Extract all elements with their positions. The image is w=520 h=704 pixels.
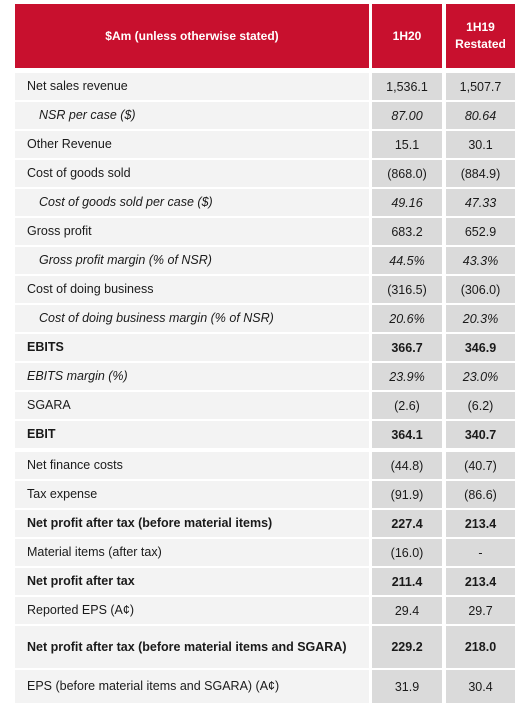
row-label: Net sales revenue [15,73,369,100]
value-cell: (884.9) [446,160,515,187]
value-cell: (868.0) [372,160,442,187]
value-cell: 80.64 [446,102,515,129]
row-label: Net profit after tax (before material it… [15,510,369,537]
value-cell: 366.7 [372,334,442,361]
value-cell: 213.4 [446,568,515,595]
value-cell: (316.5) [372,276,442,303]
value-cell: 1,507.7 [446,73,515,100]
value-cell: 49.16 [372,189,442,216]
value-cell: (40.7) [446,452,515,479]
value-cell: 23.0% [446,363,515,390]
row-label: EPS (before material items and SGARA) (A… [15,670,369,703]
row-label: EBITS margin (%) [15,363,369,390]
row-label: Cost of goods sold per case ($) [15,189,369,216]
section-divider [15,449,515,451]
header-cell: 1H19 Restated [446,4,515,68]
row-label: Net profit after tax [15,568,369,595]
value-cell: 15.1 [372,131,442,158]
row-label: Reported EPS (A¢) [15,597,369,624]
row-label: Tax expense [15,481,369,508]
value-cell: 44.5% [372,247,442,274]
value-cell: 20.3% [446,305,515,332]
value-cell: 652.9 [446,218,515,245]
value-cell: 23.9% [372,363,442,390]
value-cell: 229.2 [372,626,442,668]
row-label: Cost of doing business [15,276,369,303]
row-label: Gross profit [15,218,369,245]
row-label: Cost of goods sold [15,160,369,187]
value-cell: 218.0 [446,626,515,668]
row-label: EBIT [15,421,369,448]
value-cell: 340.7 [446,421,515,448]
value-cell: (44.8) [372,452,442,479]
value-cell: - [446,539,515,566]
value-cell: 30.4 [446,670,515,703]
value-cell: 213.4 [446,510,515,537]
value-cell: 43.3% [446,247,515,274]
value-cell: (6.2) [446,392,515,419]
value-cell: 47.33 [446,189,515,216]
value-cell: 683.2 [372,218,442,245]
row-label: Net profit after tax (before material it… [15,626,369,668]
row-label: NSR per case ($) [15,102,369,129]
row-label: Cost of doing business margin (% of NSR) [15,305,369,332]
row-label: Gross profit margin (% of NSR) [15,247,369,274]
row-label: SGARA [15,392,369,419]
value-cell: 31.9 [372,670,442,703]
value-cell: (91.9) [372,481,442,508]
value-cell: (16.0) [372,539,442,566]
value-cell: 211.4 [372,568,442,595]
row-label: EBITS [15,334,369,361]
row-label: Material items (after tax) [15,539,369,566]
value-cell: 87.00 [372,102,442,129]
value-cell: (86.6) [446,481,515,508]
value-cell: 1,536.1 [372,73,442,100]
value-cell: 29.7 [446,597,515,624]
value-cell: (306.0) [446,276,515,303]
value-cell: 20.6% [372,305,442,332]
value-cell: 346.9 [446,334,515,361]
header-cell: 1H20 [372,4,442,68]
row-label: Other Revenue [15,131,369,158]
header-cell: $Am (unless otherwise stated) [15,4,369,68]
value-cell: 29.4 [372,597,442,624]
value-cell: 364.1 [372,421,442,448]
row-label: Net finance costs [15,452,369,479]
value-cell: 30.1 [446,131,515,158]
value-cell: 227.4 [372,510,442,537]
value-cell: (2.6) [372,392,442,419]
